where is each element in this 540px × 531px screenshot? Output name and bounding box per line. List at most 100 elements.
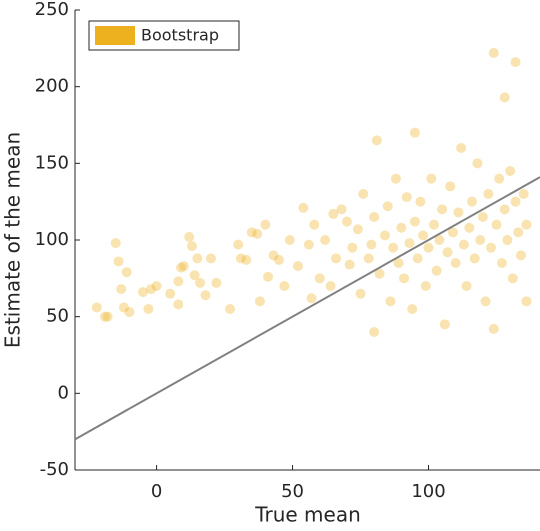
point <box>284 235 295 245</box>
point <box>184 231 195 242</box>
point <box>116 284 127 295</box>
point <box>409 127 420 138</box>
point <box>388 242 399 253</box>
y-tick-label: 200 <box>35 76 69 97</box>
point <box>428 219 439 230</box>
point <box>475 235 486 245</box>
point <box>355 288 366 299</box>
point <box>420 281 431 291</box>
point <box>439 319 450 330</box>
point <box>382 201 393 212</box>
point <box>445 181 456 192</box>
point <box>434 235 445 245</box>
point <box>477 212 488 222</box>
point <box>298 202 309 213</box>
y-axis-label: Estimate of the mean <box>1 132 25 348</box>
point <box>186 241 197 252</box>
point <box>205 253 216 264</box>
point <box>314 273 325 284</box>
point <box>412 253 423 264</box>
point <box>178 261 189 272</box>
point <box>320 235 331 245</box>
point <box>309 219 320 230</box>
point <box>110 238 121 249</box>
point <box>146 284 157 295</box>
point <box>279 281 290 291</box>
point <box>513 227 524 238</box>
y-tick-label: 250 <box>35 0 69 20</box>
point <box>450 258 461 268</box>
point <box>121 267 132 278</box>
point <box>390 173 401 184</box>
point <box>91 302 102 313</box>
point <box>488 47 499 58</box>
point <box>137 287 148 298</box>
y-tick-label: 100 <box>35 229 69 250</box>
point <box>453 207 464 218</box>
point <box>469 253 480 264</box>
point <box>456 143 467 153</box>
point <box>292 261 303 272</box>
point <box>496 258 507 268</box>
point <box>521 296 532 307</box>
y-tick-label: -50 <box>40 459 69 480</box>
point <box>472 158 483 169</box>
y-tick-label: 150 <box>35 152 69 173</box>
point <box>195 277 206 288</box>
x-axis-label: True mean <box>254 503 361 527</box>
point <box>458 239 469 250</box>
point <box>352 224 363 235</box>
point <box>189 270 200 281</box>
point <box>385 296 396 307</box>
point <box>507 273 518 284</box>
point <box>488 323 499 334</box>
point <box>358 189 369 199</box>
point <box>486 242 497 253</box>
point <box>374 268 385 279</box>
point <box>447 227 458 238</box>
point <box>371 135 382 146</box>
point <box>263 271 274 282</box>
point <box>113 256 124 267</box>
point <box>341 216 352 227</box>
point <box>200 290 211 301</box>
point <box>494 173 505 184</box>
point <box>442 247 453 258</box>
point <box>515 250 526 261</box>
point <box>491 219 502 230</box>
point <box>499 92 510 103</box>
point <box>505 166 516 176</box>
point <box>252 228 263 239</box>
point <box>404 238 415 249</box>
point <box>192 253 203 264</box>
point <box>437 204 448 215</box>
point <box>363 253 374 264</box>
point <box>407 304 418 314</box>
point <box>273 254 284 265</box>
point <box>399 273 410 284</box>
point <box>409 216 420 227</box>
point <box>225 304 235 314</box>
point <box>303 239 314 250</box>
point <box>499 204 510 215</box>
point <box>102 311 113 322</box>
point <box>235 253 246 264</box>
point <box>344 259 355 270</box>
point <box>173 299 184 310</box>
point <box>401 192 412 203</box>
legend-swatch <box>95 26 135 45</box>
point <box>143 304 154 314</box>
point <box>510 57 521 68</box>
point <box>173 276 184 287</box>
point <box>426 173 437 184</box>
point <box>328 208 339 219</box>
point <box>241 254 252 265</box>
reference-line <box>74 176 540 441</box>
x-tick-label: 100 <box>411 481 445 502</box>
point <box>393 258 404 268</box>
point <box>336 204 347 215</box>
point <box>521 219 532 230</box>
point <box>480 296 491 307</box>
point <box>502 235 513 245</box>
